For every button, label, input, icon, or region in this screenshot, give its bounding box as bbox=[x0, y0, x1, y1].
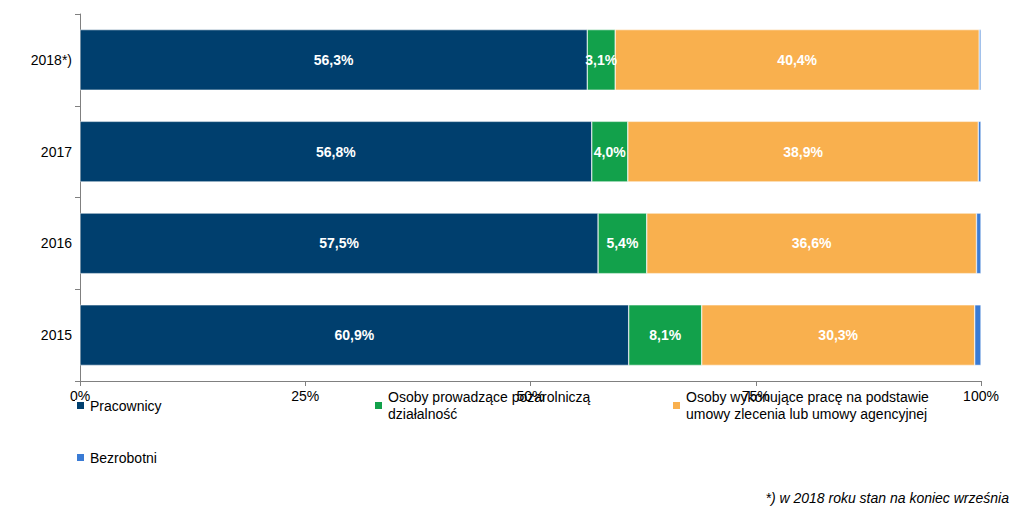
svg-text:Pracownicy: Pracownicy bbox=[90, 398, 162, 414]
svg-text:57,5%: 57,5% bbox=[319, 235, 359, 251]
svg-text:Osoby wykonujące pracę na pods: Osoby wykonujące pracę na podstawie bbox=[686, 389, 933, 405]
svg-text:60,9%: 60,9% bbox=[335, 327, 375, 343]
svg-text:36,6%: 36,6% bbox=[792, 235, 832, 251]
svg-text:3,1%: 3,1% bbox=[585, 52, 617, 68]
svg-text:38,9%: 38,9% bbox=[783, 144, 823, 160]
svg-text:4,0%: 4,0% bbox=[594, 144, 626, 160]
svg-text:30,3%: 30,3% bbox=[818, 327, 858, 343]
svg-text:0%: 0% bbox=[69, 388, 91, 404]
svg-text:100%: 100% bbox=[963, 388, 999, 404]
svg-text:2015: 2015 bbox=[41, 327, 72, 343]
svg-text:8,1%: 8,1% bbox=[649, 327, 681, 343]
svg-text:działalność: działalność bbox=[388, 406, 457, 422]
svg-text:56,8%: 56,8% bbox=[316, 144, 356, 160]
svg-text:25%: 25% bbox=[291, 388, 319, 404]
svg-text:umowy zlecenia lub umowy agenc: umowy zlecenia lub umowy agencyjnej bbox=[686, 406, 927, 422]
svg-text:2017: 2017 bbox=[41, 144, 72, 160]
svg-text:Bezrobotni: Bezrobotni bbox=[90, 450, 157, 466]
svg-text:56,3%: 56,3% bbox=[314, 52, 354, 68]
svg-text:2018*): 2018*) bbox=[31, 52, 72, 68]
svg-text:2016: 2016 bbox=[41, 235, 72, 251]
svg-text:5,4%: 5,4% bbox=[606, 235, 638, 251]
svg-text:*) w 2018 roku stan na koniec: *) w 2018 roku stan na koniec września bbox=[765, 490, 1009, 506]
svg-text:40,4%: 40,4% bbox=[777, 52, 817, 68]
svg-text:Osoby prowadzące pozarolniczą: Osoby prowadzące pozarolniczą bbox=[388, 389, 594, 405]
